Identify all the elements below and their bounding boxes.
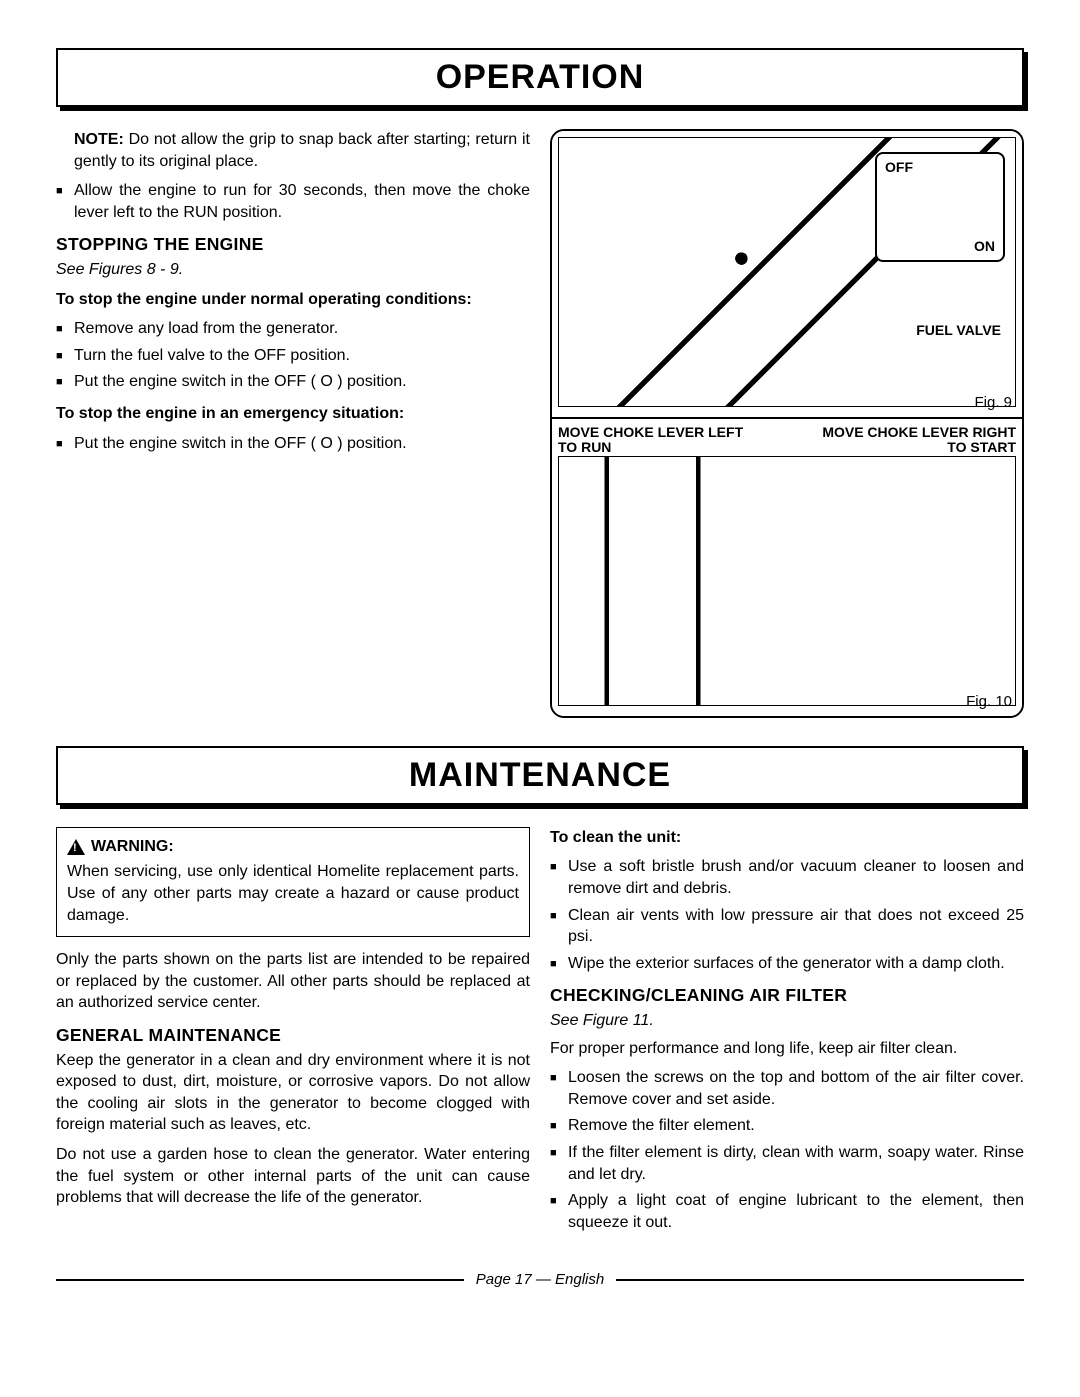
warning-head-row: WARNING: — [67, 836, 519, 858]
clean-b3: Wipe the exterior surfaces of the genera… — [568, 953, 1024, 975]
cond1-b3: Put the engine switch in the OFF ( O ) p… — [74, 371, 530, 393]
fig10-left-label: MOVE CHOKE LEVER LEFT TO RUN — [558, 425, 764, 456]
warning-box: WARNING: When servicing, use only identi… — [56, 827, 530, 937]
fig9-illustration: OFF ON FUEL VALVE — [558, 137, 1016, 407]
af-intro: For proper performance and long life, ke… — [550, 1038, 1024, 1060]
clean-head: To clean the unit: — [550, 827, 1024, 849]
maintenance-title-box: MAINTENANCE — [56, 746, 1024, 805]
warning-text: When servicing, use only identical Homel… — [67, 861, 519, 926]
note-label: NOTE: — [74, 131, 124, 148]
figure-wrap: OFF ON FUEL VALVE Fig. 9 MOVE CHOKE LEVE… — [550, 129, 1024, 718]
fig9-num: Fig. 9 — [974, 393, 1012, 413]
warning-label: WARNING: — [91, 836, 174, 858]
af-b3: If the filter element is dirty, clean wi… — [568, 1142, 1024, 1185]
maint-left-col: WARNING: When servicing, use only identi… — [56, 827, 530, 1244]
stopping-engine-head: STOPPING THE ENGINE — [56, 233, 530, 257]
off-on-box: OFF ON — [875, 152, 1005, 262]
figure-10: MOVE CHOKE LEVER LEFT TO RUN MOVE CHOKE … — [552, 419, 1022, 716]
af-b2: Remove the filter element. — [568, 1115, 1024, 1137]
gm1: Keep the generator in a clean and dry en… — [56, 1050, 530, 1136]
cond1-list: Remove any load from the generator. Turn… — [56, 318, 530, 393]
maintenance-columns: WARNING: When servicing, use only identi… — [56, 827, 1024, 1244]
operation-title: OPERATION — [436, 58, 645, 96]
note-paragraph: NOTE: Do not allow the grip to snap back… — [56, 129, 530, 172]
clean-list: Use a soft bristle brush and/or vacuum c… — [550, 856, 1024, 974]
see-figures-8-9: See Figures 8 - 9. — [56, 259, 530, 281]
warning-icon — [67, 839, 85, 855]
operation-right-col: OFF ON FUEL VALVE Fig. 9 MOVE CHOKE LEVE… — [550, 129, 1024, 718]
operation-title-box: OPERATION — [56, 48, 1024, 107]
af-b1: Loosen the screws on the top and bottom … — [568, 1067, 1024, 1110]
footer-rule-right — [616, 1279, 1024, 1281]
see-fig-11: See Figure 11. — [550, 1010, 1024, 1032]
maint-para1: Only the parts shown on the parts list a… — [56, 949, 530, 1014]
clean-b2: Clean air vents with low pressure air th… — [568, 905, 1024, 948]
cond2-b1: Put the engine switch in the OFF ( O ) p… — [74, 433, 530, 455]
cond1-b2: Turn the fuel valve to the OFF position. — [74, 345, 530, 367]
fig10-num: Fig. 10 — [966, 692, 1012, 712]
op-bullet-1: Allow the engine to run for 30 seconds, … — [74, 180, 530, 223]
figure-9: OFF ON FUEL VALVE Fig. 9 — [552, 131, 1022, 419]
clean-b1: Use a soft bristle brush and/or vacuum c… — [568, 856, 1024, 899]
fig10-illustration — [558, 456, 1016, 706]
footer-rule-left — [56, 1279, 464, 1281]
af-list: Loosen the screws on the top and bottom … — [550, 1067, 1024, 1233]
af-b4: Apply a light coat of engine lubricant t… — [568, 1190, 1024, 1233]
note-text: Do not allow the grip to snap back after… — [74, 131, 530, 170]
air-filter-head: CHECKING/CLEANING AIR FILTER — [550, 984, 1024, 1008]
op-list-1: Allow the engine to run for 30 seconds, … — [56, 180, 530, 223]
fuel-valve-label: FUEL VALVE — [916, 323, 1001, 338]
gm2: Do not use a garden hose to clean the ge… — [56, 1144, 530, 1209]
cond2-list: Put the engine switch in the OFF ( O ) p… — [56, 433, 530, 455]
operation-left-col: NOTE: Do not allow the grip to snap back… — [56, 129, 530, 718]
maintenance-title: MAINTENANCE — [409, 756, 671, 794]
cond1-b1: Remove any load from the generator. — [74, 318, 530, 340]
cond2-head: To stop the engine in an emergency situa… — [56, 403, 530, 425]
footer-text: Page 17 — English — [476, 1271, 604, 1288]
cond1-head: To stop the engine under normal operatin… — [56, 289, 530, 311]
general-maint-head: GENERAL MAINTENANCE — [56, 1024, 530, 1048]
fig10-right-label: MOVE CHOKE LEVER RIGHT TO START — [810, 425, 1016, 456]
off-label: OFF — [885, 158, 913, 177]
page-footer: Page 17 — English — [56, 1271, 1024, 1288]
fig10-captions: MOVE CHOKE LEVER LEFT TO RUN MOVE CHOKE … — [558, 425, 1016, 456]
operation-columns: NOTE: Do not allow the grip to snap back… — [56, 129, 1024, 718]
on-label: ON — [974, 237, 995, 256]
maint-right-col: To clean the unit: Use a soft bristle br… — [550, 827, 1024, 1244]
